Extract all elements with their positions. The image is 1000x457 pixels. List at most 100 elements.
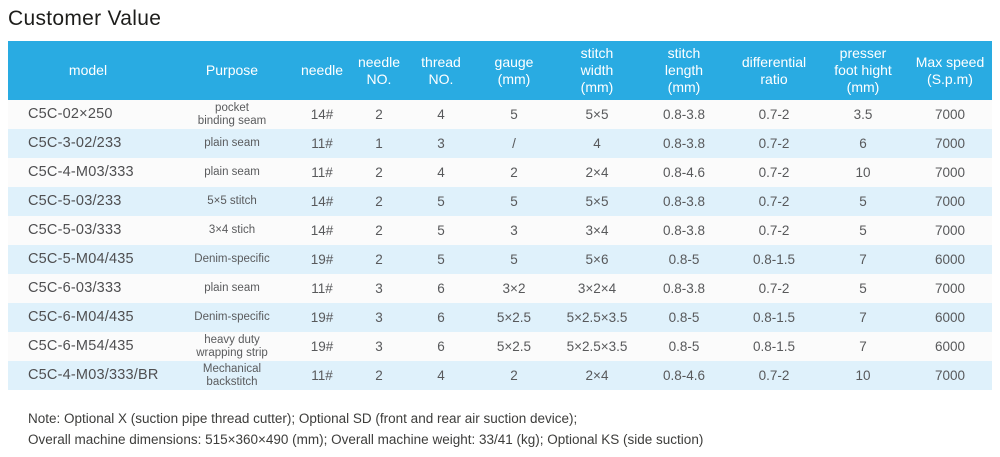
cell-model: C5C-4-M03/333: [28, 164, 134, 180]
cell-needle: 19#: [310, 339, 334, 354]
cell-model: C5C-02×250: [28, 106, 113, 122]
col-header-model: model: [8, 41, 168, 100]
cell-needle-no: 2: [375, 107, 383, 122]
cell-needle-no: 2: [375, 194, 383, 209]
table-row: C5C-5-03/333 3×4 stich 14# 2 5 3 3×4 0.8-3.8 0.7…: [8, 216, 992, 245]
cell-stitch-length: 0.8-4.6: [662, 368, 706, 383]
col-header-gauge: gauge (mm): [472, 41, 556, 100]
cell-gauge: 5: [510, 194, 518, 209]
cell-needle: 14#: [310, 223, 334, 238]
cell-needle-no: 2: [375, 252, 383, 267]
cell-thread-no: 4: [437, 165, 445, 180]
table-row: C5C-02×250 pocket binding seam 14# 2 4 5 5×5 0.…: [8, 100, 992, 129]
cell-thread-no: 5: [437, 194, 445, 209]
table-body: C5C-02×250 pocket binding seam 14# 2 4 5 5×5 0.…: [8, 100, 992, 390]
cell-needle: 11#: [311, 165, 333, 180]
note-line-1: Note: Optional X (suction pipe thread cu…: [28, 411, 578, 426]
cell-stitch-length: 0.8-3.8: [662, 136, 706, 151]
table-row: C5C-6-03/333 plain seam 11# 3 6 3×2 3×2×4 0.8-3…: [8, 274, 992, 303]
cell-gauge: 5: [510, 252, 518, 267]
cell-stitch-length: 0.8-5: [668, 339, 700, 354]
cell-max-speed: 7000: [934, 165, 966, 180]
cell-model: C5C-4-M03/333/BR: [28, 367, 159, 383]
cell-needle-no: 1: [375, 136, 383, 151]
cell-max-speed: 6000: [934, 339, 966, 354]
cell-max-speed: 7000: [934, 136, 966, 151]
cell-presser-foot-hight: 7: [859, 252, 867, 267]
cell-stitch-width: 3×4: [585, 223, 609, 238]
cell-differential-ratio: 0.7-2: [758, 223, 790, 238]
cell-purpose: heavy duty wrapping strip: [196, 333, 268, 359]
cell-stitch-width: 2×4: [585, 165, 609, 180]
cell-gauge: 2: [510, 368, 518, 383]
cell-purpose: Denim-specific: [194, 253, 270, 265]
cell-max-speed: 7000: [934, 281, 966, 296]
cell-stitch-width: 5×6: [585, 252, 609, 267]
cell-gauge: 3×2: [502, 281, 526, 296]
spec-table: model Purpose needle needle NO. thread N…: [8, 41, 992, 390]
cell-stitch-length: 0.8-3.8: [662, 281, 706, 296]
cell-model: C5C-6-M54/435: [28, 338, 134, 354]
cell-stitch-length: 0.8-5: [668, 310, 700, 325]
cell-thread-no: 4: [437, 368, 445, 383]
table-row: C5C-6-M54/435 heavy duty wrapping strip 19…: [8, 332, 992, 361]
cell-thread-no: 6: [437, 310, 445, 325]
table-row: C5C-5-03/233 5×5 stitch 14# 2 5 5 5×5 0.8-3.8 0.…: [8, 187, 992, 216]
cell-max-speed: 7000: [934, 368, 966, 383]
col-header-stitch-width: stitch width (mm): [556, 41, 638, 100]
cell-differential-ratio: 0.8-1.5: [752, 310, 796, 325]
cell-stitch-length: 0.8-3.8: [662, 223, 706, 238]
table-row: C5C-4-M03/333/BR Mechanical backstitch 11#…: [8, 361, 992, 390]
cell-presser-foot-hight: 3.5: [853, 107, 873, 122]
cell-needle-no: 2: [375, 165, 383, 180]
cell-gauge: 3: [510, 223, 518, 238]
cell-needle: 19#: [310, 252, 334, 267]
note-line-2: Overall machine dimensions: 515×360×490 …: [28, 432, 704, 447]
cell-differential-ratio: 0.8-1.5: [752, 339, 796, 354]
cell-gauge: /: [512, 136, 516, 151]
col-header-needle-no: needle NO.: [348, 41, 410, 100]
cell-stitch-width: 5×2.5×3.5: [566, 310, 628, 325]
cell-purpose: Mechanical backstitch: [202, 362, 262, 388]
cell-presser-foot-hight: 5: [859, 281, 867, 296]
col-header-needle: needle: [296, 41, 348, 100]
cell-thread-no: 5: [437, 223, 445, 238]
cell-needle-no: 3: [375, 310, 383, 325]
cell-purpose: Denim-specific: [194, 311, 270, 323]
cell-stitch-width: 3×2×4: [577, 281, 617, 296]
cell-presser-foot-hight: 5: [859, 223, 867, 238]
cell-thread-no: 3: [437, 136, 445, 151]
cell-thread-no: 4: [437, 107, 445, 122]
page-title: Customer Value: [8, 7, 162, 30]
cell-stitch-length: 0.8-4.6: [662, 165, 706, 180]
cell-gauge: 5×2.5: [496, 310, 532, 325]
cell-stitch-length: 0.8-5: [668, 252, 700, 267]
cell-thread-no: 5: [437, 252, 445, 267]
cell-stitch-width: 5×5: [585, 107, 609, 122]
cell-needle: 14#: [310, 107, 334, 122]
table-row: C5C-3-02/233 plain seam 11# 1 3 / 4 0.8-3.8 0.7-…: [8, 129, 992, 158]
cell-needle: 14#: [310, 194, 334, 209]
cell-stitch-width: 4: [593, 136, 601, 151]
cell-thread-no: 6: [437, 281, 445, 296]
cell-presser-foot-hight: 7: [859, 339, 867, 354]
cell-max-speed: 7000: [934, 194, 966, 209]
cell-purpose: pocket binding seam: [197, 101, 267, 127]
cell-model: C5C-5-03/233: [28, 193, 122, 209]
cell-purpose: plain seam: [204, 137, 260, 149]
cell-differential-ratio: 0.7-2: [758, 194, 790, 209]
cell-purpose: 5×5 stitch: [207, 195, 257, 207]
cell-purpose: plain seam: [204, 166, 260, 178]
col-header-max-speed: Max speed (S.p.m): [908, 41, 992, 100]
cell-presser-foot-hight: 10: [855, 368, 871, 383]
cell-stitch-width: 5×2.5×3.5: [566, 339, 628, 354]
cell-model: C5C-6-03/333: [28, 280, 122, 296]
cell-needle-no: 2: [375, 223, 383, 238]
cell-differential-ratio: 0.7-2: [758, 368, 790, 383]
cell-purpose: 3×4 stich: [208, 224, 256, 236]
cell-differential-ratio: 0.8-1.5: [752, 252, 796, 267]
cell-needle-no: 3: [375, 339, 383, 354]
cell-model: C5C-5-03/333: [28, 222, 122, 238]
cell-differential-ratio: 0.7-2: [758, 107, 790, 122]
table-row: C5C-5-M04/435 Denim-specific 19# 2 5 5 5×6 0.8-…: [8, 245, 992, 274]
